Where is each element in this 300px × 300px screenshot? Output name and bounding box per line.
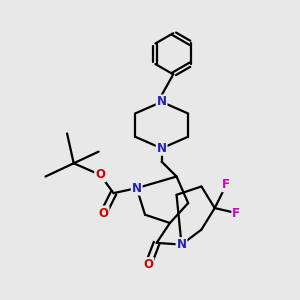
Text: F: F <box>222 178 230 191</box>
Text: N: N <box>157 142 166 155</box>
Text: N: N <box>157 95 166 108</box>
Text: F: F <box>232 206 240 220</box>
Text: O: O <box>98 206 109 220</box>
Text: N: N <box>176 238 187 251</box>
Text: O: O <box>143 258 153 271</box>
Text: O: O <box>95 168 105 182</box>
Text: N: N <box>132 182 142 195</box>
